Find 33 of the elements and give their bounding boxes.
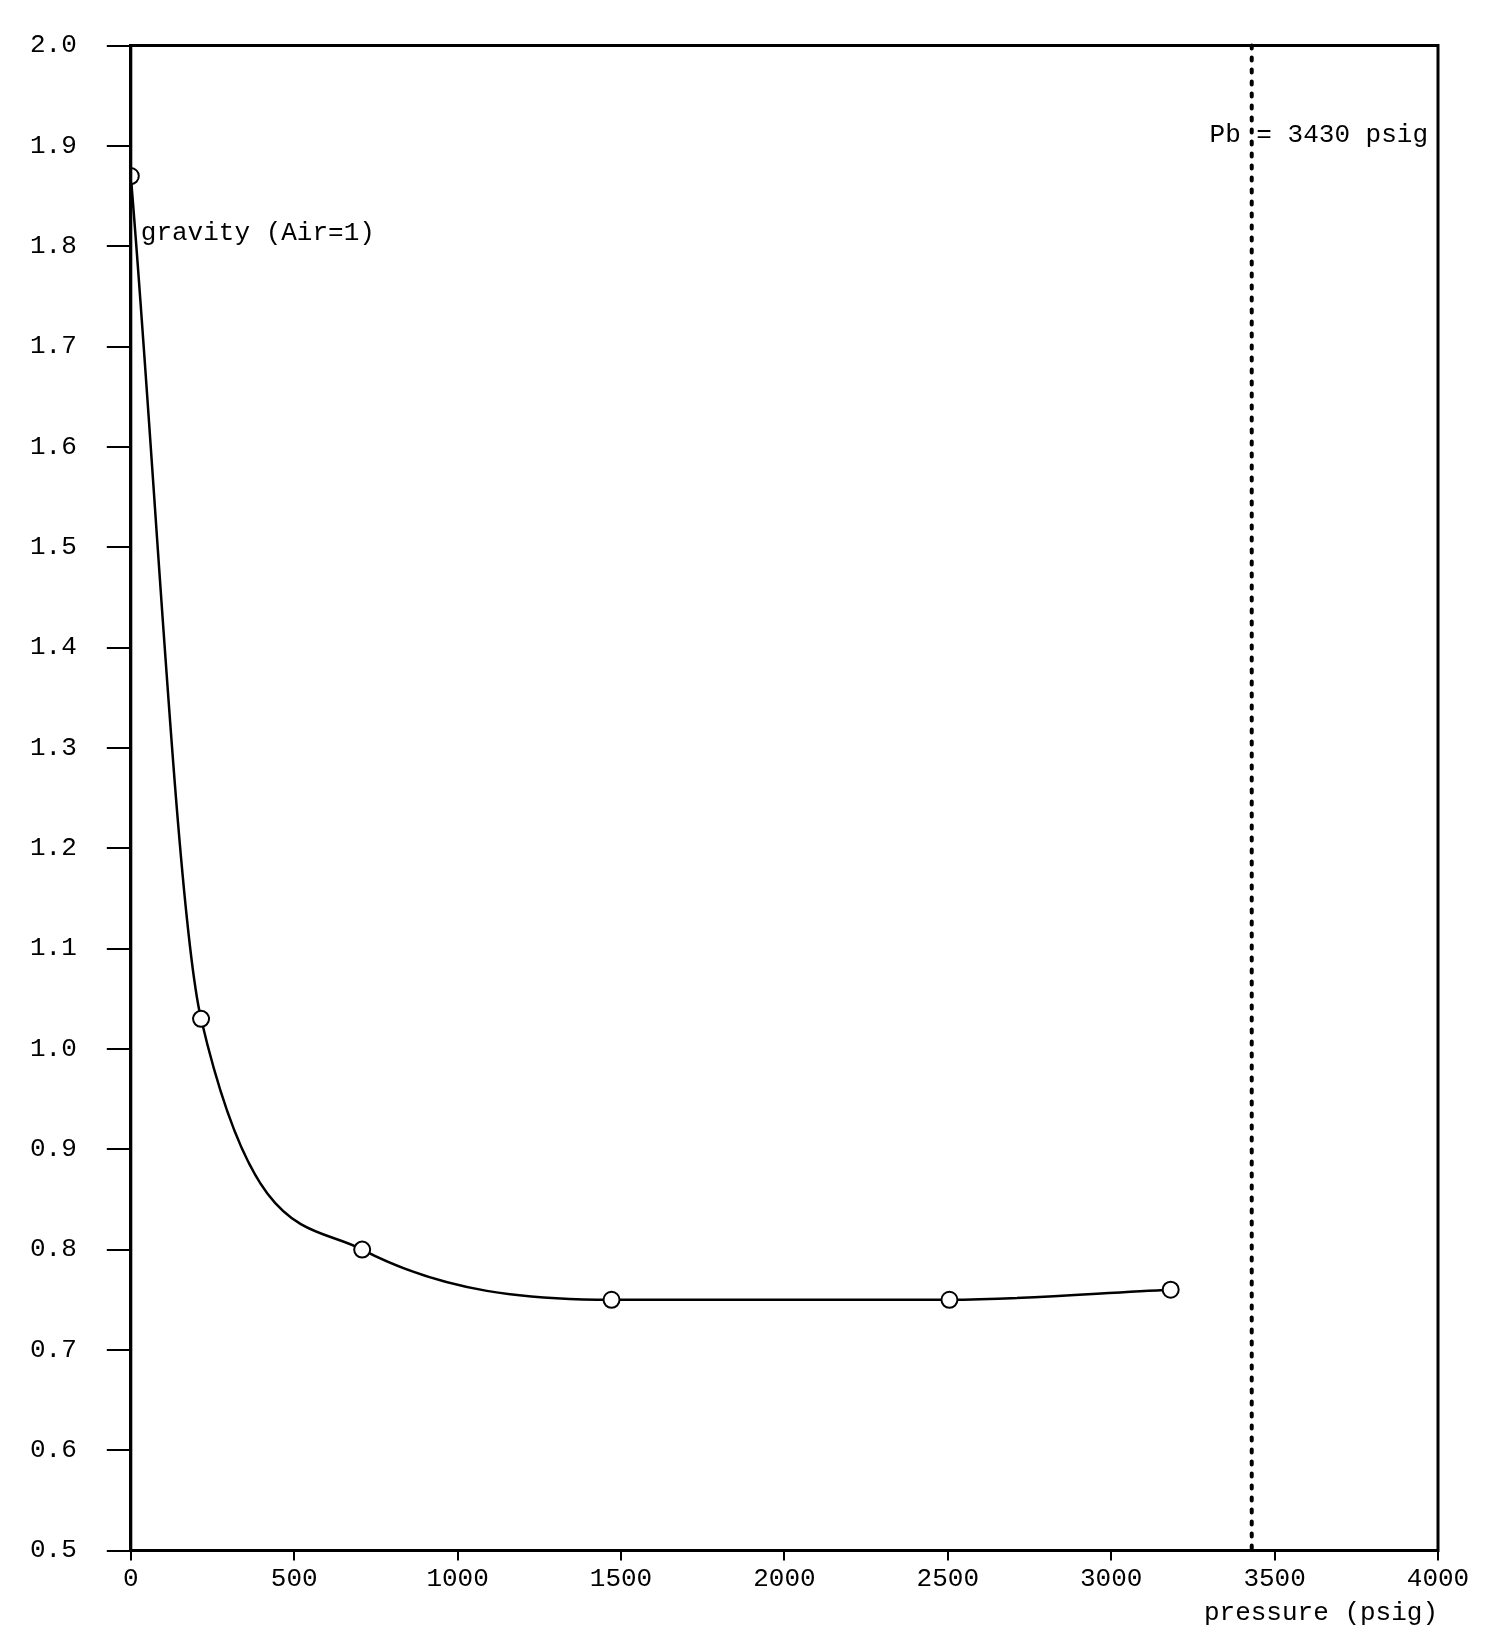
- x-tick-label: 4000: [1406, 1564, 1470, 1595]
- x-tick-label: 3500: [1243, 1564, 1306, 1595]
- y-tick-label: 1.4: [30, 632, 77, 663]
- x-tick-label: 2000: [753, 1564, 816, 1595]
- y-tick-label: 0.5: [30, 1535, 77, 1566]
- y-tick-label: 1.5: [30, 532, 77, 563]
- y-tick-label: 1.2: [30, 833, 77, 864]
- y-tick-label: 0.6: [30, 1435, 77, 1466]
- y-tick-label: 1.7: [30, 331, 77, 362]
- y-tick-label: 1.8: [30, 231, 77, 262]
- point: [940, 1290, 959, 1309]
- point: [353, 1240, 372, 1259]
- y-tick-label: 0.9: [30, 1134, 77, 1165]
- point: [602, 1290, 621, 1309]
- y-tick-label: 1.6: [30, 431, 77, 462]
- y-tick-label: 2.0: [30, 30, 77, 61]
- x-tick-label: 0: [123, 1564, 139, 1595]
- y-tick-label: 1.0: [30, 1033, 77, 1064]
- y-tick-label: 1.1: [30, 933, 77, 964]
- y-axis-title: gravity (Air=1): [140, 218, 375, 249]
- x-axis-title: pressure (psig): [1203, 1598, 1438, 1629]
- point: [192, 1009, 211, 1028]
- y-tick-label: 0.7: [30, 1334, 77, 1365]
- y-tick-label: 0.8: [30, 1234, 77, 1265]
- x-tick-label: 500: [270, 1564, 318, 1595]
- y-tick-label: 1.9: [30, 130, 77, 161]
- x-tick-label: 3000: [1079, 1564, 1143, 1595]
- point: [1161, 1280, 1180, 1299]
- x-tick-label: 1500: [589, 1564, 653, 1595]
- x-tick-label: 2500: [916, 1564, 980, 1595]
- y-tick-label: 1.3: [30, 732, 77, 763]
- ref-line-label: Pb = 3430 psig: [1209, 120, 1428, 151]
- x-tick-label: 1000: [426, 1564, 489, 1595]
